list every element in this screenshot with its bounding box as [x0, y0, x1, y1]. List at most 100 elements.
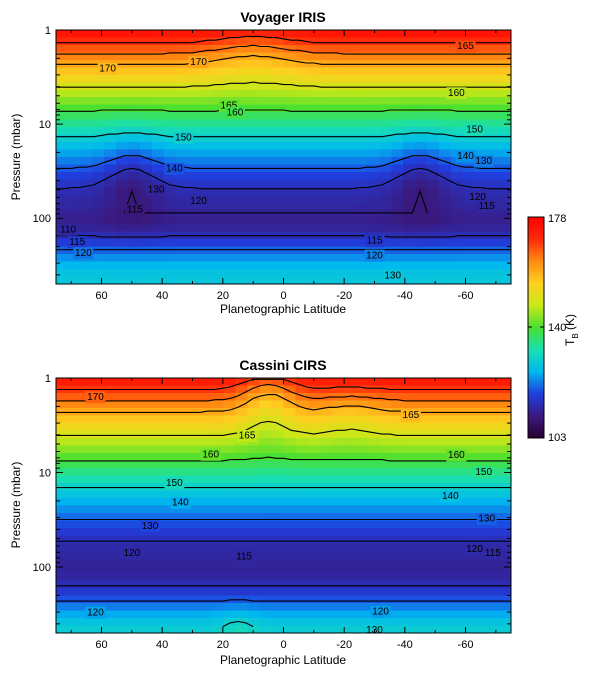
heatmap-cell	[427, 224, 440, 233]
heatmap-cell	[343, 535, 356, 544]
heatmap-cell	[475, 254, 488, 263]
heatmap-cell	[103, 438, 117, 447]
heatmap-cell	[355, 269, 368, 278]
heatmap-cell	[439, 179, 452, 188]
heatmap-cell	[67, 483, 81, 492]
heatmap-cell	[79, 490, 93, 499]
heatmap-cell	[499, 44, 511, 54]
heatmap-cell	[79, 445, 93, 454]
heatmap-cell	[415, 37, 428, 46]
heatmap-cell	[463, 580, 476, 589]
x-tick-label: -20	[336, 290, 352, 302]
heatmap-cell	[403, 520, 416, 529]
heatmap-cell	[127, 460, 141, 469]
heatmap-cell	[91, 460, 105, 469]
heatmap-cell	[427, 119, 440, 128]
heatmap-cell	[199, 580, 213, 589]
heatmap-cell	[115, 610, 129, 619]
contour-line-110	[123, 189, 429, 214]
heatmap-cell	[463, 603, 476, 612]
heatmap-cell	[235, 157, 249, 166]
contour-label-bg	[382, 269, 403, 282]
heatmap-cell	[343, 558, 356, 567]
heatmap-cell	[451, 580, 464, 589]
heatmap-cell	[127, 82, 141, 91]
heatmap-cell	[271, 453, 285, 462]
heatmap-cell	[223, 385, 237, 394]
heatmap-cell	[67, 400, 81, 409]
heatmap-cell	[367, 535, 380, 544]
heatmap-cell	[103, 269, 117, 278]
heatmap-cell	[415, 588, 428, 597]
heatmap-cell	[283, 44, 297, 54]
heatmap-cell	[451, 520, 464, 529]
heatmap-cell	[247, 483, 261, 492]
heatmap-cell	[427, 149, 440, 158]
heatmap-cell	[343, 528, 356, 537]
heatmap-cell	[463, 490, 476, 499]
heatmap-cell	[211, 201, 225, 210]
heatmap-cell	[103, 558, 117, 567]
heatmap-cell	[139, 393, 153, 402]
heatmap-cell	[259, 97, 273, 106]
heatmap-cell	[331, 430, 344, 439]
heatmap-cell	[259, 408, 273, 417]
contour-label-bg	[224, 106, 245, 119]
heatmap-cell	[115, 134, 129, 143]
heatmap-cell	[463, 30, 476, 39]
heatmap-cell	[151, 201, 165, 210]
heatmap-cell	[499, 269, 511, 278]
heatmap-cell	[355, 142, 368, 151]
heatmap-cell	[271, 112, 285, 121]
contour-label-bg	[473, 155, 494, 168]
heatmap-cell	[91, 44, 105, 54]
heatmap-cell	[307, 550, 321, 559]
heatmap-cell	[367, 468, 380, 477]
heatmap-cell	[427, 104, 440, 113]
heatmap-cell	[355, 44, 368, 54]
heatmap-cell	[403, 254, 416, 263]
heatmap-cell	[235, 468, 249, 477]
heatmap-cell	[127, 52, 141, 61]
heatmap-cell	[271, 475, 285, 484]
heatmap-cell	[91, 423, 105, 432]
heatmap-cell	[115, 97, 129, 106]
heatmap-cell	[343, 520, 356, 529]
contour-label: 150	[466, 124, 483, 135]
heatmap-cell	[379, 453, 392, 462]
heatmap-cell	[127, 543, 141, 552]
heatmap-cell	[79, 171, 93, 181]
heatmap-cell	[427, 550, 440, 559]
heatmap-cell	[307, 52, 321, 61]
heatmap-cell	[391, 438, 404, 447]
heatmap-cell	[175, 558, 189, 567]
heatmap-cell	[91, 498, 105, 507]
heatmap-cell	[499, 261, 511, 270]
heatmap-cell	[331, 67, 344, 76]
heatmap-cell	[259, 588, 273, 597]
y-tick-label: 10	[39, 119, 51, 131]
heatmap-cell	[163, 157, 177, 166]
heatmap-cell	[115, 164, 129, 173]
heatmap-cell	[475, 625, 488, 633]
heatmap-cell	[451, 82, 464, 91]
heatmap-cell	[67, 44, 81, 54]
heatmap-cell	[463, 535, 476, 544]
heatmap-cell	[139, 239, 153, 248]
contour-line-160	[56, 54, 511, 65]
heatmap-cell	[295, 535, 309, 544]
heatmap-cell	[487, 610, 500, 619]
heatmap-cell	[127, 74, 141, 83]
heatmap-cell	[67, 186, 81, 195]
heatmap-cell	[103, 216, 117, 225]
heatmap-cell	[499, 171, 511, 181]
contour-label-bg	[364, 235, 385, 248]
heatmap-cell	[56, 475, 69, 484]
heatmap-cell	[79, 37, 93, 46]
heatmap-cell	[487, 89, 500, 98]
heatmap-cell	[427, 400, 440, 409]
heatmap-cell	[163, 30, 177, 39]
heatmap-cell	[487, 558, 500, 567]
heatmap-cell	[463, 520, 476, 529]
contour-label: 170	[87, 392, 104, 403]
